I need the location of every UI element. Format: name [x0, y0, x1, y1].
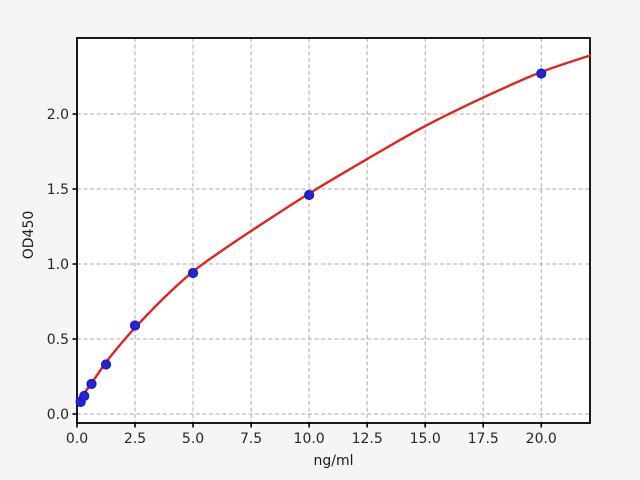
x-tick-label: 20.0: [526, 431, 557, 447]
y-axis-label: OD450: [21, 210, 37, 260]
y-tick-label: 0.5: [47, 332, 69, 348]
x-axis-label: ng/ml: [313, 453, 354, 469]
y-tick-label: 1.0: [47, 257, 69, 273]
data-point: [129, 320, 141, 331]
data-point: [304, 189, 315, 201]
data-point: [100, 359, 112, 370]
x-tick-label: 12.5: [352, 431, 383, 447]
x-tick-label: 5.0: [182, 431, 204, 447]
axes-spines: [76, 37, 591, 424]
y-tick-label: 2.0: [47, 107, 69, 123]
x-tick-label: 17.5: [468, 431, 499, 447]
plot-area: [77, 38, 590, 423]
y-tick-label: 1.5: [47, 182, 69, 198]
data-point: [79, 390, 90, 402]
y-tick-label: 0.0: [47, 407, 69, 423]
x-tick-label: 7.5: [240, 431, 262, 447]
x-tick-label: 2.5: [124, 431, 146, 447]
data-point: [187, 267, 199, 279]
data-point: [86, 378, 97, 390]
x-tick-label: 15.0: [410, 431, 441, 447]
x-tick-label: 10.0: [294, 431, 325, 447]
x-tick-label: 0.0: [66, 431, 88, 447]
data-point: [536, 68, 547, 79]
